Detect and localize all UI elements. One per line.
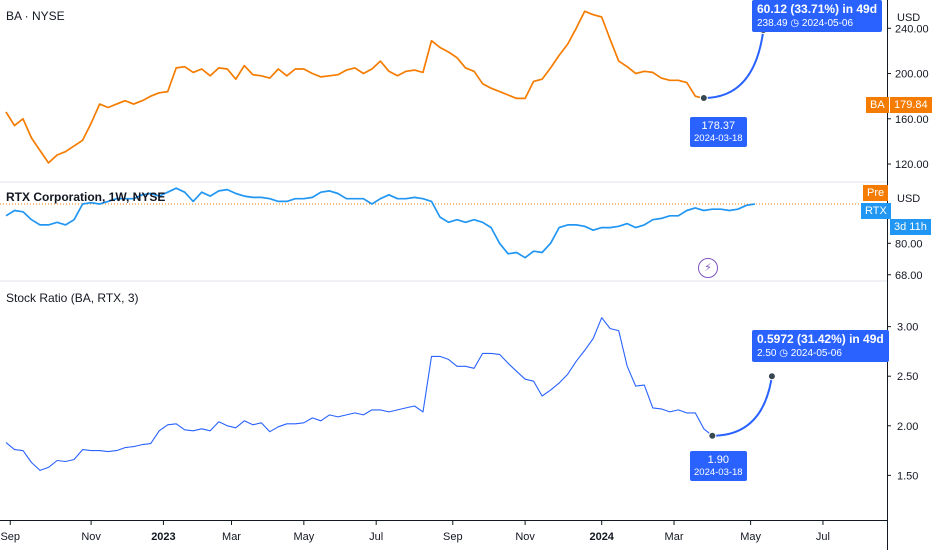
lightning-icon[interactable]: ⚡: [698, 258, 718, 278]
rtx-axis-tick-label: 68.00: [895, 270, 923, 282]
ratio-axis-tick-label: 2.50: [897, 371, 918, 383]
x-axis-tick-label: Nov: [81, 531, 101, 543]
ratio-projection-start-date: 2024-03-18: [694, 467, 743, 478]
rtx-axis-tick-label: 80.00: [895, 238, 923, 250]
rtx-symbol-tag: RTX: [861, 203, 891, 219]
ba-projection-end-value: 238.49: [757, 18, 788, 29]
ba-pane-title: BA · NYSE: [6, 9, 65, 23]
rtx-premarket-tag: Pre: [863, 185, 889, 201]
ratio-projection-start-callout: 1.90 2024-03-18: [690, 451, 747, 481]
x-axis-tick-label: May: [293, 531, 314, 543]
ba-currency-label: USD: [897, 12, 920, 24]
rtx-pane-title: RTX Corporation, 1W, NYSE: [6, 190, 166, 204]
x-axis-tick-label: Jul: [816, 531, 830, 543]
ba-projection-start-callout: 178.37 2024-03-18: [690, 117, 747, 147]
ratio-projection-curve: [712, 376, 773, 437]
x-axis-tick-label: Nov: [515, 531, 535, 543]
clock-icon: ◷: [779, 348, 788, 359]
ba-axis-tick-label: 200.00: [895, 69, 929, 81]
ba-projection-curve: [703, 29, 765, 100]
ratio-projection-start-point: [708, 431, 717, 440]
rtx-countdown: 3d 11h: [894, 221, 927, 233]
x-axis-tick-label: Mar: [222, 531, 241, 543]
ratio-axis-tick-label: 1.50: [897, 470, 918, 482]
rtx-pre-label: Pre: [867, 187, 885, 199]
rtx-tag-symbol: RTX: [865, 205, 887, 217]
ratio-projection-end-callout: 0.5972 (31.42%) in 49d 2.50 ◷ 2024-05-06: [752, 330, 889, 362]
ratio-projection-end-point: [767, 372, 776, 381]
x-axis-tick-label: 2023: [151, 531, 175, 543]
ba-last-price-tag: BA: [866, 97, 889, 113]
ba-axis-tick-label: 160.00: [895, 114, 929, 126]
ba-axis-tick-label: 120.00: [895, 159, 929, 171]
ratio-projection-start-value: 1.90: [707, 454, 730, 466]
x-axis-tick-label: 2024: [589, 531, 614, 543]
ratio-pane-title: Stock Ratio (BA, RTX, 3): [6, 291, 139, 305]
x-axis-tick-label: Sep: [0, 531, 20, 543]
ratio-projection-change: 0.5972 (31.42%) in 49d: [757, 332, 884, 346]
rtx-currency-label: USD: [897, 193, 920, 205]
ratio-axis-tick-label: 3.00: [897, 322, 918, 334]
x-axis-tick-label: Sep: [443, 531, 463, 543]
ba-tag-symbol: BA: [870, 99, 885, 111]
ba-projection-end-line: 238.49 ◷ 2024-05-06: [757, 17, 877, 30]
ba-projection-start-value: 178.37: [701, 120, 736, 132]
ratio-projection-end-line: 2.50 ◷ 2024-05-06: [757, 347, 884, 360]
x-axis-tick-label: Mar: [665, 531, 684, 543]
ba-axis-tick-label: 240.00: [895, 23, 929, 35]
ratio-series-line: [5, 317, 713, 471]
ba-last-value: 179.84: [894, 99, 928, 111]
x-axis-tick-label: May: [740, 531, 761, 543]
ba-projection-start-date: 2024-03-18: [694, 133, 743, 144]
ba-projection-end-callout: 60.12 (33.71%) in 49d 238.49 ◷ 2024-05-0…: [752, 0, 883, 32]
ratio-axis-tick-label: 2.00: [897, 421, 918, 433]
ratio-projection-end-date: 2024-05-06: [790, 348, 842, 359]
clock-icon: ◷: [790, 18, 800, 29]
ba-projection-end-date: 2024-05-06: [801, 18, 854, 29]
ba-projection-change: 60.12 (33.71%) in 49d: [757, 2, 878, 16]
rtx-countdown-tag: 3d 11h: [890, 219, 931, 235]
rtx-series-line: [5, 187, 756, 259]
x-axis-tick-label: Jul: [369, 531, 383, 543]
ratio-projection-end-value: 2.50: [757, 348, 777, 359]
ba-projection-start-point: [699, 94, 708, 103]
ba-series-line: [5, 10, 705, 164]
ba-last-price-value-tag: 179.84: [890, 97, 932, 113]
